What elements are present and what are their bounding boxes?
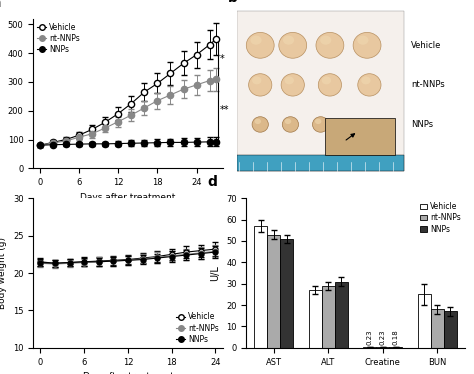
Text: 0.23: 0.23	[380, 329, 386, 344]
Ellipse shape	[283, 36, 294, 45]
Ellipse shape	[246, 33, 274, 58]
Ellipse shape	[316, 33, 344, 58]
Ellipse shape	[320, 36, 331, 45]
Bar	[322, 286, 335, 348]
Bar	[254, 226, 267, 348]
Bar	[418, 294, 431, 348]
Ellipse shape	[312, 117, 329, 132]
Y-axis label: U/L: U/L	[210, 265, 220, 281]
Bar	[280, 239, 293, 348]
Ellipse shape	[318, 74, 341, 96]
Bar	[363, 347, 376, 348]
Text: 0.23: 0.23	[367, 329, 373, 344]
Ellipse shape	[281, 74, 304, 96]
Y-axis label: Tumor volume (mm³): Tumor volume (mm³)	[0, 46, 2, 141]
Text: a: a	[0, 0, 1, 10]
Text: Vehicle: Vehicle	[411, 41, 442, 50]
Ellipse shape	[353, 33, 381, 58]
Bar	[237, 156, 404, 171]
Bar	[431, 309, 444, 348]
Y-axis label: Body weight (g): Body weight (g)	[0, 237, 7, 309]
Ellipse shape	[248, 74, 272, 96]
Bar	[376, 347, 389, 348]
X-axis label: Day after treatment: Day after treatment	[82, 372, 173, 374]
Ellipse shape	[315, 119, 321, 124]
Legend: Vehicle, nt-NNPs, NNPs: Vehicle, nt-NNPs, NNPs	[37, 22, 80, 54]
Ellipse shape	[250, 36, 262, 45]
Text: nt-NNPs: nt-NNPs	[411, 80, 445, 89]
Ellipse shape	[285, 119, 291, 124]
Bar	[267, 234, 280, 348]
Ellipse shape	[283, 117, 299, 132]
FancyBboxPatch shape	[237, 11, 404, 171]
Legend: Vehicle, nt-NNPs, NNPs: Vehicle, nt-NNPs, NNPs	[176, 312, 219, 344]
Text: NNPs: NNPs	[411, 120, 433, 129]
Ellipse shape	[361, 77, 371, 85]
Text: 0.18: 0.18	[393, 329, 399, 344]
Ellipse shape	[358, 74, 381, 96]
Ellipse shape	[279, 33, 307, 58]
Bar	[325, 117, 395, 156]
Ellipse shape	[284, 77, 294, 85]
Ellipse shape	[252, 117, 268, 132]
Ellipse shape	[322, 77, 331, 85]
Ellipse shape	[357, 36, 368, 45]
Text: **: **	[220, 105, 230, 115]
Bar	[335, 282, 348, 348]
Ellipse shape	[252, 77, 261, 85]
Bar	[309, 290, 322, 348]
Text: b: b	[228, 0, 237, 5]
Text: *: *	[220, 54, 225, 64]
Bar	[389, 347, 402, 348]
X-axis label: Days after treatment: Days after treatment	[80, 193, 176, 202]
Text: d: d	[207, 175, 217, 189]
Legend: Vehicle, nt-NNPs, NNPs: Vehicle, nt-NNPs, NNPs	[420, 202, 461, 234]
Ellipse shape	[255, 119, 261, 124]
Bar	[444, 312, 457, 348]
